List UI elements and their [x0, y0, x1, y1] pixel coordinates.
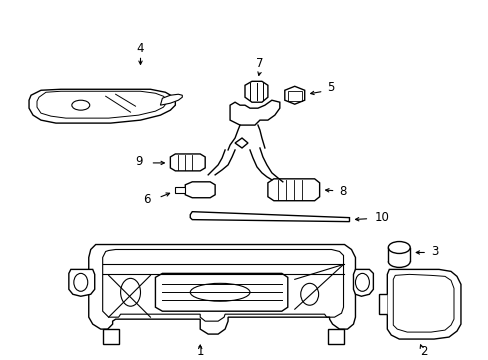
Polygon shape — [155, 273, 287, 311]
Polygon shape — [386, 269, 460, 339]
Polygon shape — [379, 294, 386, 314]
Polygon shape — [175, 187, 185, 193]
Polygon shape — [235, 138, 247, 148]
Polygon shape — [29, 89, 175, 123]
Text: 9: 9 — [135, 156, 142, 168]
Text: 1: 1 — [196, 345, 203, 357]
Polygon shape — [267, 179, 319, 201]
Bar — [287, 91, 301, 101]
Polygon shape — [327, 329, 343, 344]
Text: 4: 4 — [137, 42, 144, 55]
Text: 6: 6 — [142, 193, 150, 206]
Polygon shape — [185, 182, 215, 198]
Text: 10: 10 — [374, 211, 388, 224]
Ellipse shape — [387, 242, 409, 253]
Text: 3: 3 — [430, 245, 438, 258]
Polygon shape — [244, 81, 267, 102]
Text: 5: 5 — [327, 81, 334, 94]
Polygon shape — [229, 100, 279, 125]
Polygon shape — [160, 94, 182, 105]
Polygon shape — [69, 269, 95, 296]
Text: 7: 7 — [256, 57, 263, 70]
Text: 2: 2 — [420, 345, 427, 357]
Polygon shape — [353, 269, 373, 296]
Polygon shape — [284, 86, 304, 104]
Polygon shape — [88, 244, 355, 334]
Text: 8: 8 — [339, 185, 346, 198]
Polygon shape — [170, 154, 205, 171]
Polygon shape — [102, 329, 119, 344]
Polygon shape — [190, 212, 349, 222]
